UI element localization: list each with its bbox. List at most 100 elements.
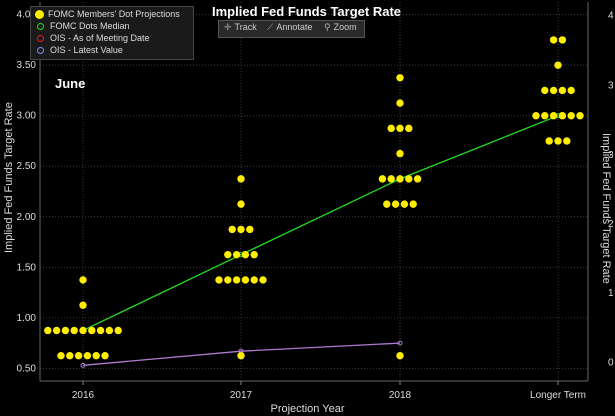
- dot-projection: [241, 250, 250, 259]
- dot-projection: [232, 250, 241, 259]
- dot-projection: [61, 326, 70, 335]
- dot-projection: [215, 276, 223, 284]
- chart-title: Implied Fed Funds Target Rate: [212, 4, 402, 19]
- dot-projection: [554, 137, 562, 145]
- x-tick-label: 2017: [230, 390, 253, 401]
- dot-projection: [105, 326, 114, 335]
- series-line: [82, 342, 401, 366]
- y-tick-label: 3.50: [17, 60, 37, 71]
- dot-projection: [96, 326, 105, 335]
- dot-projection: [79, 301, 87, 309]
- series-point: [80, 362, 86, 368]
- y-tick-label: 3.00: [17, 111, 37, 122]
- dot-projection: [79, 326, 87, 335]
- dot-projection: [558, 112, 567, 120]
- y-axis-label-right: Implied Fed Funds Target Rate: [600, 133, 612, 284]
- dot-projection: [74, 352, 83, 360]
- dot-projection: [79, 276, 87, 284]
- dot-projection: [567, 86, 575, 95]
- dot-projection: [237, 225, 245, 234]
- dot-projection: [396, 124, 404, 133]
- zoom-label: Zoom: [333, 22, 357, 32]
- legend-marker: [37, 35, 44, 43]
- y-tick-label: 1.00: [17, 313, 37, 324]
- legend: FOMC Members' Dot Projections FOMC Dots M…: [30, 6, 194, 60]
- dot-projection: [70, 326, 78, 335]
- dot-projection: [44, 326, 52, 335]
- dot-projection: [400, 200, 409, 208]
- pencil-icon: ⟋: [267, 22, 274, 32]
- dot-projection: [224, 276, 232, 284]
- dot-projection: [576, 112, 584, 120]
- series-point: [397, 340, 403, 346]
- dot-projection: [396, 74, 404, 82]
- legend-entry: FOMC Members' Dot Projections: [35, 9, 180, 20]
- right-tick-label: 3: [608, 80, 614, 91]
- dot-projection: [563, 137, 571, 145]
- y-tick-label: 2.00: [17, 212, 37, 223]
- x-tick-label: 2018: [389, 390, 412, 401]
- dot-projection: [541, 86, 549, 95]
- dot-projection: [250, 276, 258, 284]
- magnifier-icon: ⚲: [324, 22, 331, 32]
- dot-projection: [541, 112, 549, 120]
- x-axis-label: Projection Year: [270, 403, 345, 415]
- dot-projection: [57, 352, 65, 360]
- month-annotation: June: [55, 76, 86, 91]
- dot-projection: [259, 276, 267, 284]
- dot-projection: [558, 86, 567, 95]
- chart-toolbar: ✛ Track ⟋ Annotate ⚲ Zoom: [218, 20, 365, 38]
- dot-projection: [237, 200, 245, 208]
- x-tick-label: Longer Term: [530, 390, 586, 401]
- legend-marker: [35, 10, 44, 20]
- right-tick-label: 3: [608, 150, 614, 161]
- dot-projection: [241, 276, 250, 284]
- track-button[interactable]: ✛ Track: [224, 22, 257, 33]
- dot-projection: [532, 112, 540, 120]
- dot-projection: [387, 175, 395, 183]
- y-tick-label: 2.50: [17, 161, 37, 172]
- y-tick-label: 4.00: [17, 10, 37, 21]
- dot-projection: [224, 250, 232, 259]
- annotate-button[interactable]: ⟋ Annotate: [267, 22, 312, 33]
- dot-projection: [549, 86, 558, 95]
- dot-projection: [396, 175, 404, 183]
- dot-projection: [396, 352, 404, 360]
- dot-projection: [378, 175, 387, 183]
- dot-projection: [232, 276, 241, 284]
- legend-label: OIS - As of Meeting Date: [50, 33, 150, 43]
- dot-projection: [52, 326, 61, 335]
- track-label: Track: [234, 22, 257, 32]
- y-tick-label: 1.50: [17, 262, 37, 273]
- dot-projection: [545, 137, 553, 145]
- dot-projection: [228, 225, 236, 234]
- dot-projection: [387, 124, 395, 133]
- dot-projection: [405, 175, 413, 183]
- y-axis-label-left: Implied Fed Funds Target Rate: [3, 102, 15, 253]
- dot-projection: [250, 250, 258, 259]
- legend-entry: OIS - Latest Value: [35, 45, 123, 55]
- dot-projection: [413, 175, 422, 183]
- legend-entry: FOMC Dots Median: [35, 21, 130, 31]
- dot-projection: [66, 352, 74, 360]
- dot-projection: [391, 200, 400, 208]
- dot-projection: [554, 61, 562, 69]
- legend-label: FOMC Members' Dot Projections: [48, 9, 180, 19]
- zoom-button[interactable]: ⚲ Zoom: [324, 22, 357, 33]
- crosshair-icon: ✛: [224, 22, 232, 32]
- dot-projection: [237, 352, 245, 360]
- legend-entry: OIS - As of Meeting Date: [35, 33, 150, 43]
- legend-marker: [37, 23, 44, 31]
- y-tick-label: 0.50: [17, 363, 37, 374]
- dot-projection: [409, 200, 417, 208]
- dot-projection: [114, 326, 122, 335]
- dot-projection: [92, 352, 100, 360]
- dot-projection: [237, 175, 245, 183]
- dot-projection: [88, 326, 96, 335]
- dot-projection: [383, 200, 391, 208]
- dot-projection: [396, 149, 404, 158]
- dot-projection: [246, 225, 254, 234]
- right-tick-label: 0: [608, 357, 614, 368]
- annotate-label: Annotate: [276, 22, 313, 32]
